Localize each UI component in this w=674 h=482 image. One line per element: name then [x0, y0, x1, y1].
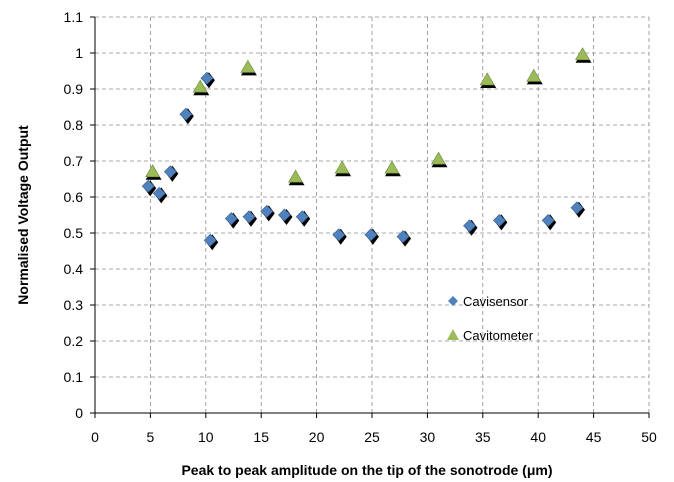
data-point-cavitometer — [430, 151, 447, 165]
data-point-cavisensor — [541, 213, 555, 227]
data-point-cavisensor — [260, 204, 274, 218]
y-tick-label: 0.7 — [64, 153, 84, 169]
x-tick-label: 35 — [475, 429, 491, 445]
legend-marker-diamond — [448, 296, 458, 306]
x-tick-label: 15 — [253, 429, 269, 445]
y-tick-label: 0 — [75, 405, 83, 421]
data-point-cavitometer — [145, 164, 161, 178]
x-tick-label: 45 — [586, 429, 602, 445]
y-tick-label: 0.1 — [64, 369, 84, 385]
data-point-cavitometer — [334, 160, 350, 174]
data-point-cavitometer — [574, 47, 591, 61]
data-point-cavisensor — [278, 208, 291, 222]
data-point-cavitometer — [384, 160, 400, 174]
data-point-cavisensor — [396, 230, 410, 244]
y-tick-label: 0.8 — [64, 117, 84, 133]
series-cavisensor — [141, 71, 585, 251]
data-point-cavisensor — [364, 228, 378, 242]
y-tick-label: 1.1 — [64, 9, 84, 25]
y-tick-label: 0.3 — [64, 297, 84, 313]
data-point-cavisensor — [492, 213, 506, 227]
data-points — [141, 47, 592, 251]
x-tick-label: 10 — [198, 429, 214, 445]
legend-item-cavisensor — [448, 296, 458, 306]
x-tick-label: 25 — [364, 429, 380, 445]
data-point-cavisensor — [570, 201, 584, 215]
data-point-cavitometer — [288, 169, 304, 183]
legend: Cavisensor Cavitometer — [447, 294, 534, 343]
x-tick-label: 30 — [420, 429, 436, 445]
legend-label-cavitometer: Cavitometer — [463, 328, 534, 343]
data-point-cavisensor — [295, 210, 309, 224]
y-tick-label: 0.6 — [64, 189, 84, 205]
data-point-cavisensor — [332, 228, 346, 242]
x-axis-title: Peak to peak amplitude on the tip of the… — [181, 462, 552, 478]
y-tick-label: 0.4 — [64, 261, 84, 277]
data-point-cavisensor — [463, 219, 476, 233]
y-tick-label: 0.9 — [64, 81, 84, 97]
axes — [90, 16, 650, 418]
x-tick-label: 40 — [530, 429, 546, 445]
series-cavitometer — [145, 47, 592, 186]
data-point-cavisensor — [179, 107, 193, 121]
data-point-cavisensor — [224, 212, 238, 226]
data-point-cavisensor — [141, 179, 155, 193]
y-axis-title: Normalised Voltage Output — [15, 125, 31, 305]
data-point-cavitometer — [526, 68, 542, 82]
legend-label-cavisensor: Cavisensor — [463, 294, 529, 309]
legend-marker-triangle — [447, 329, 459, 340]
data-point-cavisensor — [163, 165, 177, 179]
data-point-cavisensor — [200, 71, 214, 85]
data-point-cavisensor — [203, 233, 217, 247]
data-point-cavitometer — [240, 59, 256, 73]
x-tick-label: 0 — [91, 429, 99, 445]
y-tick-label: 1 — [75, 45, 83, 61]
data-point-cavisensor — [152, 186, 166, 200]
gridlines — [95, 16, 650, 413]
y-tick-labels: 0 0.1 0.2 0.3 0.4 0.5 0.6 0.7 0.8 0.9 1 1.1 — [64, 9, 84, 421]
legend-item-cavitometer — [447, 329, 459, 340]
x-tick-label: 20 — [309, 429, 325, 445]
y-tick-label: 0.2 — [64, 333, 84, 349]
x-tick-label: 50 — [641, 429, 657, 445]
y-tick-label: 0.5 — [64, 225, 84, 241]
x-tick-labels: 0 5 10 15 20 25 30 35 40 45 50 — [91, 429, 657, 445]
data-point-cavisensor — [242, 210, 256, 224]
data-point-cavitometer — [479, 72, 495, 86]
data-point-cavitometer — [192, 79, 208, 93]
x-tick-label: 5 — [147, 429, 155, 445]
